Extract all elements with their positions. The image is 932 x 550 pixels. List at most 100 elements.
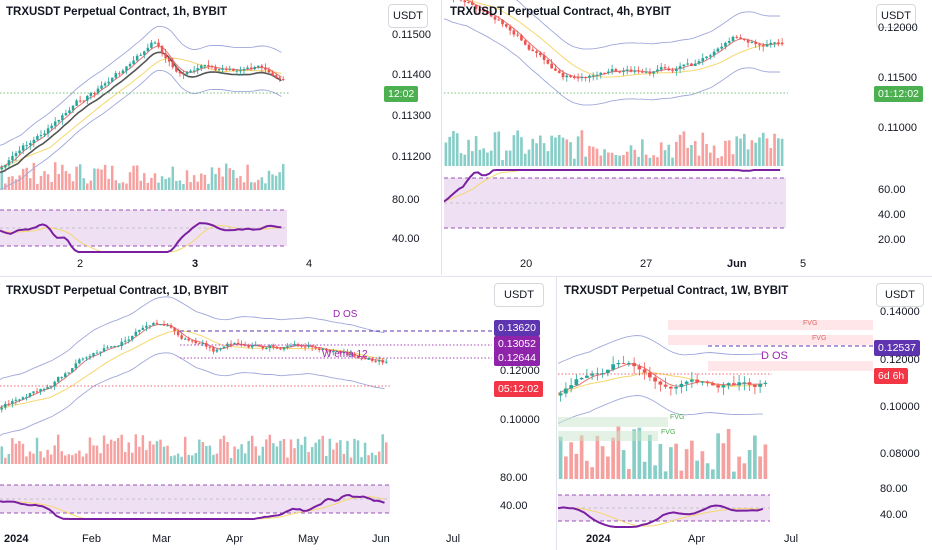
candle-body (720, 46, 723, 49)
volume-bar (675, 141, 678, 166)
bollinger-lower (444, 18, 781, 106)
currency-button[interactable]: USDT (876, 4, 916, 28)
candle-body (569, 385, 573, 389)
volume-bar (535, 143, 538, 166)
candle-body (370, 358, 374, 361)
volume-bar (121, 182, 125, 190)
volume-bar (310, 447, 314, 464)
volume-bar (113, 441, 116, 464)
volume-bar (75, 166, 78, 190)
candle-body (92, 353, 95, 357)
volume-bar (229, 457, 233, 464)
candle-body (56, 377, 60, 382)
candle-body (39, 135, 43, 137)
candle-body (143, 51, 146, 55)
volume-bar (342, 453, 346, 464)
candle-body (222, 346, 226, 349)
candle-body (159, 324, 162, 326)
volume-bar (249, 182, 253, 190)
volume-bar (14, 443, 18, 464)
volume-bar (242, 182, 246, 190)
panel-divider (441, 0, 442, 275)
candle-body (114, 73, 118, 78)
chart-canvas-1d[interactable] (0, 279, 556, 550)
chart-canvas-1w[interactable] (558, 279, 932, 550)
candle-body (64, 373, 67, 377)
fvg-zone (668, 335, 873, 345)
candle-body (214, 67, 217, 71)
volume-bar (148, 441, 152, 464)
candle-body (116, 346, 120, 348)
currency-button[interactable]: USDT (876, 283, 924, 307)
chart-panel-1h[interactable]: TRXUSDT Perpetual Contract, 1h, BYBIT US… (0, 0, 440, 275)
candle-body (550, 63, 553, 69)
volume-bar (274, 175, 278, 190)
candle-body (36, 136, 39, 140)
candle-body (275, 346, 279, 349)
candle-body (610, 69, 614, 72)
currency-button[interactable]: USDT (494, 283, 544, 307)
volume-bar (135, 165, 139, 190)
candle-body (621, 363, 626, 365)
candle-body (367, 358, 370, 360)
volume-bar (254, 446, 257, 464)
volume-bar (88, 437, 92, 464)
candle-body (49, 386, 53, 388)
candle-body (208, 346, 212, 348)
volume-bar (561, 137, 565, 166)
volume-bar (573, 158, 576, 166)
chart-canvas-4h[interactable] (444, 0, 932, 275)
time-axis-label: 27 (640, 258, 653, 270)
candle-body (629, 69, 633, 72)
candle-body (712, 51, 716, 56)
candle-body (7, 160, 11, 166)
candle-body (160, 46, 164, 54)
volume-bar (780, 138, 784, 166)
volume-bar (554, 137, 557, 166)
candle-body (564, 388, 568, 394)
candle-body (167, 58, 171, 62)
volume-bar (642, 461, 647, 479)
chart-panel-1d[interactable]: TRXUSDT Perpetual Contract, 1D, BYBIT US… (0, 279, 556, 550)
candle-body (240, 344, 243, 346)
volume-bar (641, 139, 644, 166)
candle-body (535, 51, 538, 53)
candle-body (185, 72, 189, 75)
volume-bar (321, 435, 324, 464)
chart-panel-1w[interactable]: TRXUSDT Perpetual Contract, 1W, BYBIT US… (558, 279, 932, 550)
volume-bar (138, 446, 141, 464)
volume-bar (157, 182, 160, 190)
candle-body (523, 40, 527, 45)
candle-body (482, 10, 485, 12)
volume-bar (377, 451, 381, 464)
volume-bar (637, 427, 642, 479)
candle-body (0, 407, 3, 410)
candle-body (182, 73, 185, 75)
time-axis-label: 20 (520, 258, 533, 270)
candle-body (166, 325, 169, 327)
candle-body (588, 75, 591, 78)
bollinger-lower (0, 69, 282, 190)
volume-bar (282, 438, 286, 464)
volume-bar (82, 178, 85, 190)
volume-bar (271, 174, 274, 190)
volume-bar (21, 168, 25, 190)
candle-body (217, 69, 221, 71)
candle-body (576, 77, 580, 79)
volume-bar (176, 453, 180, 464)
candle-body (14, 399, 18, 401)
candle-body (527, 44, 531, 50)
candle-body (246, 67, 249, 70)
candle-body (146, 47, 150, 52)
volume-bar (695, 460, 699, 479)
volume-bar (110, 165, 114, 190)
volume-bar (60, 451, 63, 464)
chart-panel-4h[interactable]: TRXUSDT Perpetual Contract, 4h, BYBIT US… (444, 0, 932, 275)
volume-bar (0, 446, 3, 464)
volume-bar (243, 453, 247, 464)
volume-bar (67, 454, 71, 464)
currency-button[interactable]: USDT (388, 4, 428, 28)
volume-bar (705, 144, 708, 166)
candle-body (183, 338, 187, 340)
chart-canvas-1h[interactable] (0, 0, 440, 275)
